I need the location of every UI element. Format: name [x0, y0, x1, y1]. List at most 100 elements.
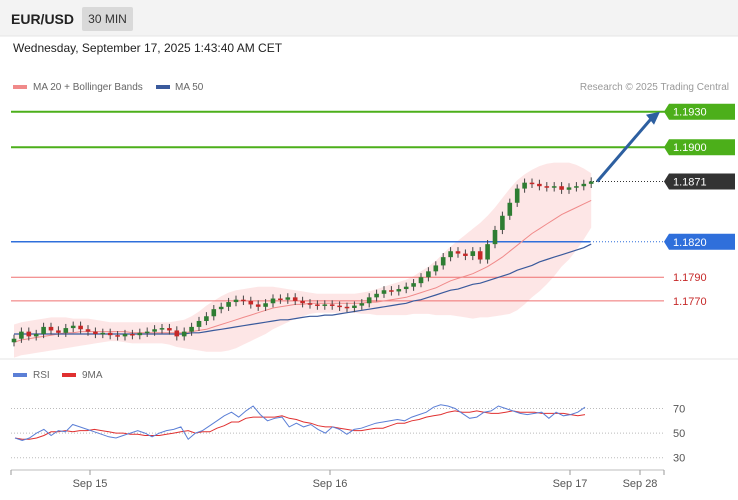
candle-down — [292, 297, 298, 301]
candle-up — [189, 326, 194, 332]
legend-label-9ma: 9MA — [82, 370, 103, 381]
pivot-price-tag — [664, 233, 735, 250]
rsi-9ma-line — [14, 410, 586, 440]
candle-down — [167, 328, 172, 331]
legend-swatch-ma50 — [156, 85, 170, 89]
candle-up — [522, 182, 527, 189]
candle-up — [270, 298, 276, 304]
candle-up — [514, 188, 520, 203]
legend-label-ma50: MA 50 — [175, 82, 204, 93]
candlesticks — [11, 177, 594, 347]
candle-up — [233, 299, 239, 303]
candle-up — [574, 186, 579, 188]
candle-up — [100, 332, 106, 335]
candle-up — [218, 306, 224, 310]
timeframe-button[interactable]: 30 MIN — [82, 7, 133, 31]
forecast-arrow-head — [646, 111, 660, 125]
rsi-tick-label: 70 — [673, 403, 685, 415]
target-price-tag — [664, 103, 735, 120]
candle-down — [93, 331, 98, 334]
candle-down — [315, 304, 320, 306]
candle-up — [352, 305, 357, 308]
candle-up — [485, 244, 490, 260]
candle-down — [300, 300, 305, 304]
candle-down — [544, 186, 550, 188]
candle-up — [159, 328, 165, 330]
candle-down — [389, 290, 394, 292]
candle-down — [174, 330, 180, 337]
research-credit: Research © 2025 Trading Central — [580, 82, 729, 93]
candle-up — [418, 277, 424, 284]
candle-up — [152, 329, 157, 332]
candle-up — [470, 251, 476, 256]
candle-up — [204, 316, 209, 321]
candle-up — [566, 187, 572, 190]
candle-down — [130, 333, 135, 336]
legend-swatch-9ma — [62, 373, 76, 377]
candle-down — [537, 183, 542, 187]
forecast-arrow-shaft — [596, 116, 654, 183]
candle-up — [366, 297, 372, 304]
x-tick-label: Sep 15 — [73, 478, 108, 490]
rsi-tick-label: 50 — [673, 428, 685, 440]
candle-up — [211, 309, 217, 317]
candle-up — [381, 290, 387, 294]
x-axis: Sep 15 Sep 16 Sep 17 Sep 28 — [10, 470, 665, 490]
candle-up — [359, 303, 365, 306]
legend-label-rsi: RSI — [33, 370, 50, 381]
candle-down — [255, 304, 261, 307]
candle-down — [115, 335, 120, 337]
candle-up — [581, 183, 587, 187]
legend-swatch-rsi — [13, 373, 27, 377]
candle-up — [41, 326, 46, 334]
candle-down — [241, 299, 246, 302]
forecast-arrow — [596, 111, 660, 183]
support-price-label: 1.1770 — [673, 296, 707, 308]
bollinger-band-fill — [14, 162, 592, 358]
candle-down — [307, 303, 313, 305]
candle-down — [329, 304, 335, 306]
x-tick-label: Sep 16 — [313, 478, 348, 490]
candle-down — [344, 306, 350, 309]
last-price-tag — [664, 173, 735, 190]
candle-up — [181, 331, 187, 337]
candle-up — [492, 229, 498, 245]
candle-down — [107, 332, 113, 336]
candle-up — [196, 320, 202, 327]
candle-up — [33, 333, 39, 337]
candle-down — [337, 305, 342, 308]
rsi-line — [14, 404, 586, 442]
candle-up — [137, 332, 143, 336]
x-tick-label: Sep 17 — [553, 478, 588, 490]
chart-datetime: Wednesday, September 17, 2025 1:43:40 AM… — [13, 41, 283, 55]
candle-down — [477, 251, 483, 260]
candle-down — [559, 186, 564, 190]
x-tick-label: Sep 28 — [623, 478, 658, 490]
candle-down — [48, 326, 54, 331]
candle-up — [551, 186, 557, 188]
candle-down — [248, 300, 254, 305]
rsi-panel: 70 50 30 — [11, 403, 685, 465]
candle-down — [85, 329, 91, 332]
bollinger-band — [14, 162, 592, 358]
candle-up — [433, 265, 439, 272]
candle-up — [226, 302, 231, 307]
candle-up — [19, 331, 24, 339]
candle-down — [26, 331, 32, 337]
candle-up — [374, 293, 379, 298]
candle-up — [11, 338, 17, 343]
candle-up — [144, 331, 150, 334]
header-bar: EUR/USD 30 MIN — [0, 0, 738, 36]
target-price-label: 1.1930 — [673, 107, 707, 119]
support-price-label: 1.1790 — [673, 272, 707, 284]
candle-down — [278, 298, 283, 301]
candle-up — [588, 181, 594, 184]
candle-up — [122, 333, 128, 337]
price-labels: 1.1930 1.1900 1.1871 1.1820 1.1790 1.1770 — [664, 103, 735, 308]
candle-down — [463, 253, 468, 256]
candle-up — [63, 328, 69, 333]
candle-down — [529, 182, 535, 185]
target-price-label: 1.1900 — [673, 142, 707, 154]
